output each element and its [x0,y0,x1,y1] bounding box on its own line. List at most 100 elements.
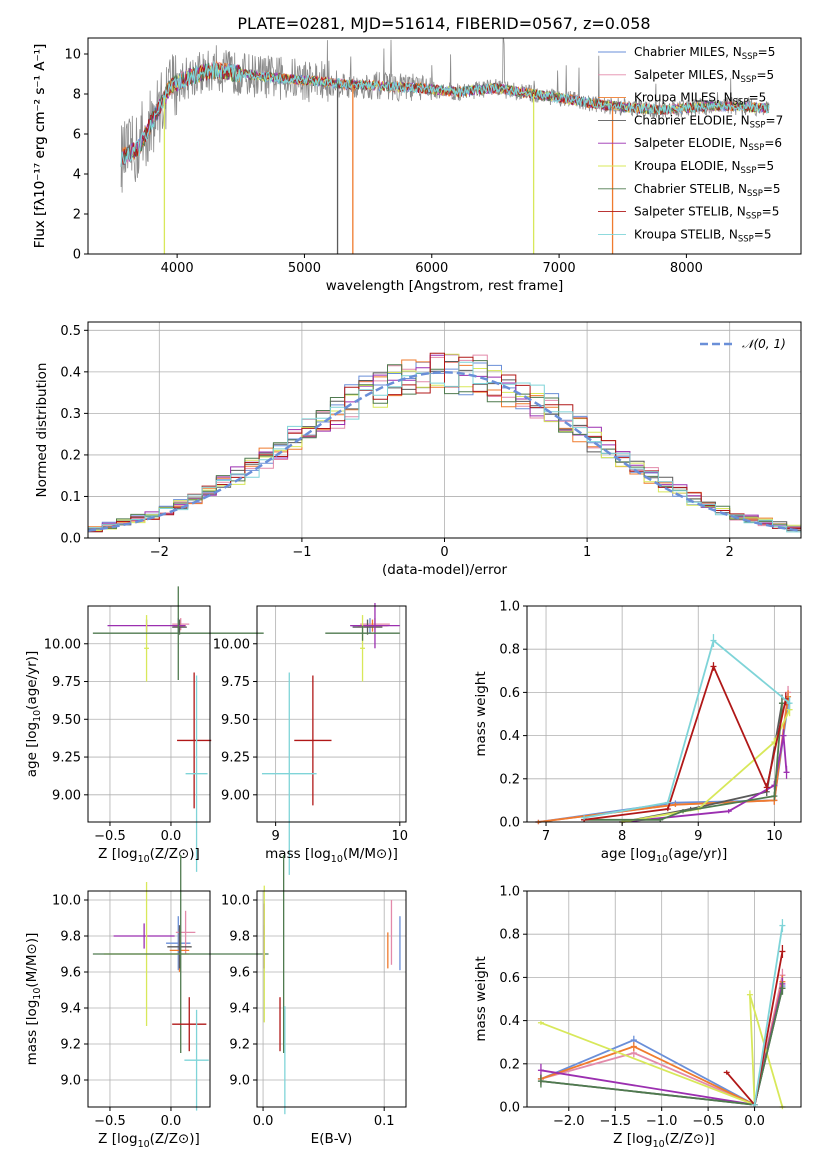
residuals-plot [88,352,801,535]
y-axis-label: age [log10(age/yr)] [24,651,43,777]
y-tick-label: 0.4 [499,1014,520,1029]
x-tick-label: 0.0 [744,1114,765,1129]
x-axis-label: Z [log10(Z/Z⊙)] [98,1131,200,1150]
axes-frame [526,890,802,1108]
massweight-vs-age-plot [535,634,793,825]
legend-label-salpeter_elodie: Salpeter ELODIE, NSSP=6 [634,136,782,153]
y-tick-label: 9.8 [60,930,81,945]
x-tick-label: 2 [726,545,734,560]
massweight-vs-Z-plot [537,919,786,1110]
x-tick-label: 0.0 [161,1114,182,1129]
residuals-frame: −2 −1 0 1 2 0.0 0.1 0.2 0.3 0.4 0.5 (data-model)/er… [34,321,802,578]
y-tick-label: 0.5 [60,324,81,339]
x-axis-label: E(B-V) [311,1131,353,1147]
x-axis-label: age [log10(age/yr)] [601,846,727,865]
age-vs-mass-axes [257,606,406,822]
spectrum-legend: Chabrier MILES, NSSP=5 Salpeter MILES, NS… [598,45,783,244]
legend-label-chabrier_elodie: Chabrier ELODIE, NSSP=7 [634,113,783,130]
y-tick-label: 9.0 [229,1074,250,1089]
y-tick-label: 9.00 [52,788,81,803]
axes-frame [87,890,211,1108]
x-tick-label: 9 [271,829,279,844]
y-tick-label: 9.50 [221,713,250,728]
x-tick-label: 0.1 [374,1114,395,1129]
age-vs-Z-plot [92,586,264,872]
y-axis-label: mass [log10(M/M⊙)] [24,933,43,1066]
mass-vs-Z-plot [92,855,269,1111]
point-salpeter_elodie [113,923,175,949]
x-tick-label: 10 [392,829,409,844]
y-tick-label: 1.0 [499,885,520,900]
x-tick-label: 6000 [415,261,448,276]
x-axis-label: Z [log10(Z/Z⊙)] [613,1131,715,1150]
y-tick-label: 2 [73,208,81,223]
model-spectrum-kroupa_stelib [120,61,770,167]
y-tick-label: 10.0 [52,894,81,909]
mass-vs-Z-axes [88,891,210,1107]
series-line [583,639,791,819]
y-tick-label: 0.3 [60,407,81,422]
axes-frame [87,605,211,823]
y-tick-label: 8 [73,88,81,103]
legend-label-chabrier_miles: Chabrier MILES, NSSP=5 [634,45,775,62]
y-tick-label: 9.4 [229,1002,250,1017]
age-vs-Z-axes [88,606,210,822]
y-tick-label: 4 [73,168,81,183]
age-vs-mass-plot [261,602,400,875]
y-tick-label: 0.4 [60,365,81,380]
point-chabrier_stelib [325,625,400,641]
y-tick-label: 10.00 [44,637,81,652]
point-chabrier_elodie [167,925,192,969]
spectrum-plot [120,38,770,254]
y-axis-label: Flux [fλ10⁻¹⁷ erg cm⁻² s⁻¹ A⁻¹] [32,44,48,249]
x-tick-label: 0 [440,545,448,560]
x-tick-label: 8000 [670,261,703,276]
axes-frame [87,37,802,255]
point-salpeter_stelib [177,672,212,809]
x-tick-label: 7 [542,829,550,844]
spectrum-frame: 4000 5000 6000 7000 8000 0 2 4 6 8 10 wavelength [A… [32,37,802,294]
point-kroupa_stelib [184,1009,209,1111]
y-tick-label: 10.00 [213,637,250,652]
y-axis-label: mass weight [473,671,489,756]
y-tick-label: 6 [73,128,81,143]
x-tick-label: −1.5 [599,1114,631,1129]
y-tick-label: 0 [73,248,81,263]
x-tick-label: 8 [618,829,626,844]
y-tick-label: 0.0 [499,816,520,831]
series-kroupa_stelib [751,919,786,1107]
legend-label-normal: 𝒩(0, 1) [742,337,786,351]
legend-label-salpeter_stelib: Salpeter STELIB, NSSP=5 [634,205,779,222]
y-tick-label: 0.8 [499,643,520,658]
y-tick-label: 0.0 [60,532,81,547]
point-salpeter_elodie [350,602,400,649]
x-tick-label: 10 [766,829,783,844]
mass-vs-Z-frame: −0.5 0.0 9.0 9.2 9.4 9.6 9.8 10.0 Z [log10(Z/Z⊙)… [24,890,211,1150]
point-salpeter_stelib [172,997,207,1052]
x-tick-label: −0.5 [94,1114,126,1129]
x-tick-label: −0.5 [692,1114,724,1129]
y-axis-label: Flux [fλ10⁻¹⁷ erg cm⁻² s⁻¹ A⁻¹] [32,44,48,249]
series-line [540,994,784,1108]
series-salpeter_elodie [619,729,790,825]
x-tick-label: −0.5 [94,829,126,844]
x-tick-label: −1 [292,545,311,560]
y-tick-label: 0.6 [499,971,520,986]
mass-vs-EBV-plot [263,855,401,1115]
y-tick-label: 0.4 [499,729,520,744]
y-tick-label: 0.0 [499,1101,520,1116]
y-tick-label: 0.8 [499,928,520,943]
x-tick-label: 7000 [543,261,576,276]
point-kroupa_stelib [185,675,208,872]
y-axis-label: mass weight [473,956,489,1041]
y-tick-label: 9.75 [52,675,81,690]
age-vs-Z-frame: −0.5 0.0 9.00 9.25 9.50 9.75 10.00 Z [log10(Z/Z… [24,605,211,865]
legend-label-kroupa_elodie: Kroupa ELODIE, NSSP=5 [634,159,774,176]
x-axis-label: Z [log10(Z/Z⊙)] [98,846,200,865]
massweight-vs-age-axes [527,605,801,823]
y-tick-label: 9.0 [60,1074,81,1089]
point-kroupa_elodie [144,615,149,682]
x-axis-label: (data-model)/error [382,562,508,578]
point-chabrier_miles [166,916,191,971]
x-tick-label: 1 [583,545,591,560]
